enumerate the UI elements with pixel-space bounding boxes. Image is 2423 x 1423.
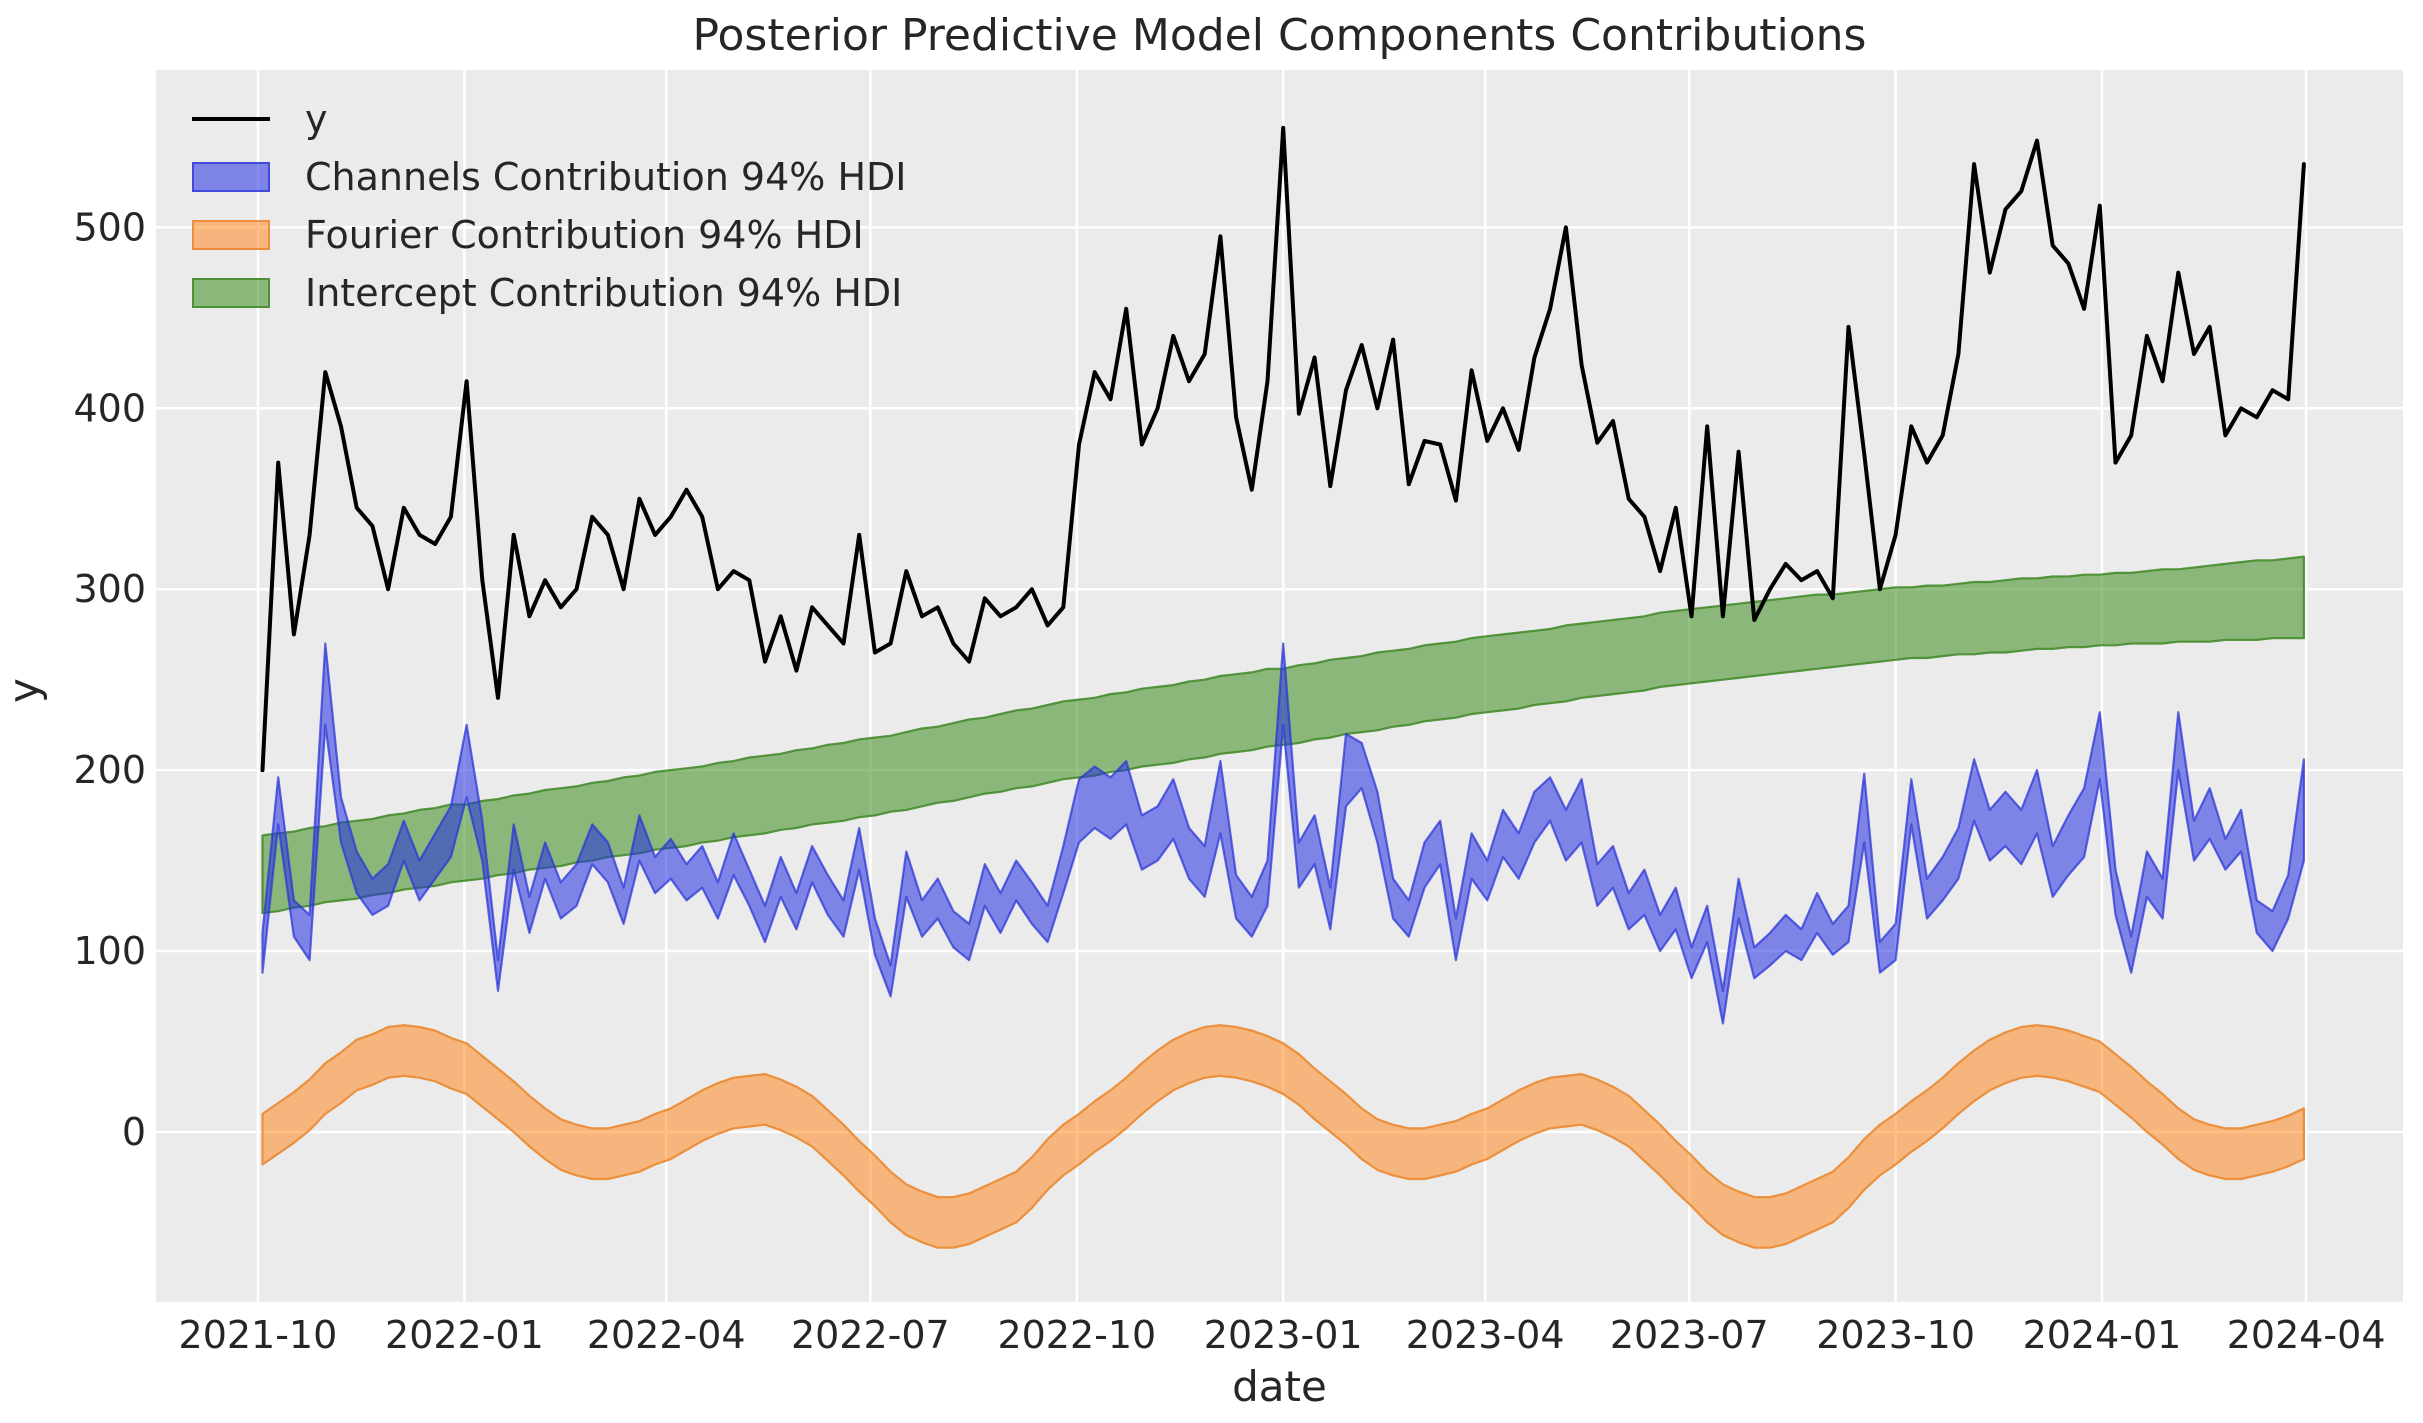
x-axis-label: date bbox=[1232, 1362, 1327, 1411]
y-series-line bbox=[260, 125, 2306, 773]
legend-label: Channels Contribution 94% HDI bbox=[305, 154, 907, 199]
legend-item-channels: Channels Contribution 94% HDI bbox=[192, 154, 907, 199]
intercept-band-swatch-icon bbox=[192, 277, 270, 308]
x-tick-label: 2023-04 bbox=[1406, 1313, 1565, 1357]
x-tick-label: 2021-10 bbox=[179, 1313, 338, 1357]
x-tick-label: 2024-04 bbox=[2227, 1313, 2386, 1357]
x-tick-label: 2022-07 bbox=[791, 1313, 950, 1357]
channels-hdi-band bbox=[261, 642, 2305, 1025]
legend-label: y bbox=[305, 96, 328, 141]
y-line-swatch-icon bbox=[192, 116, 270, 121]
y-tick-label: 500 bbox=[73, 205, 146, 249]
x-tick-label: 2024-01 bbox=[2023, 1313, 2182, 1357]
x-tick-label: 2023-10 bbox=[1816, 1313, 1975, 1357]
fourier-band-swatch-icon bbox=[192, 219, 270, 250]
x-tick-label: 2022-04 bbox=[587, 1313, 746, 1357]
x-tick-label: 2022-10 bbox=[997, 1313, 1156, 1357]
y-tick-label: 200 bbox=[73, 748, 146, 792]
y-tick-label: 400 bbox=[73, 386, 146, 430]
y-tick-label: 300 bbox=[73, 567, 146, 611]
chart-title: Posterior Predictive Model Components Co… bbox=[692, 10, 1867, 61]
legend: y Channels Contribution 94% HDI Fourier … bbox=[192, 96, 907, 315]
x-tick-label: 2023-07 bbox=[1610, 1313, 1769, 1357]
legend-label: Intercept Contribution 94% HDI bbox=[305, 270, 903, 315]
y-tick-label: 100 bbox=[73, 929, 146, 973]
y-axis-label: y bbox=[0, 678, 49, 703]
x-tick-label: 2022-01 bbox=[385, 1313, 544, 1357]
legend-item-y: y bbox=[192, 96, 907, 141]
fourier-hdi-band bbox=[261, 1024, 2305, 1249]
legend-item-intercept: Intercept Contribution 94% HDI bbox=[192, 270, 907, 315]
y-tick-label: 0 bbox=[122, 1110, 146, 1154]
x-tick-label: 2023-01 bbox=[1204, 1313, 1363, 1357]
legend-label: Fourier Contribution 94% HDI bbox=[305, 212, 864, 257]
channels-band-swatch-icon bbox=[192, 161, 270, 192]
legend-item-fourier: Fourier Contribution 94% HDI bbox=[192, 212, 907, 257]
